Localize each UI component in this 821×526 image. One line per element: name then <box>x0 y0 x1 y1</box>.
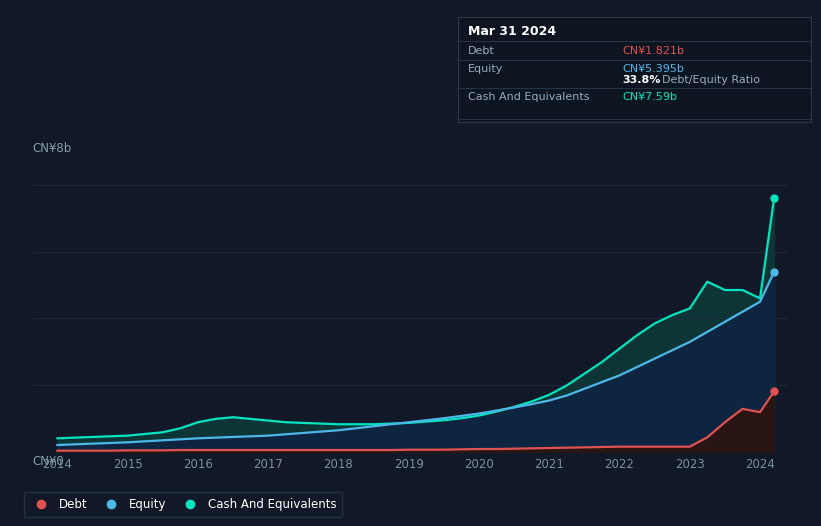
Text: CN¥8b: CN¥8b <box>33 142 72 155</box>
Text: CN¥5.395b: CN¥5.395b <box>622 64 684 75</box>
Text: CN¥1.821b: CN¥1.821b <box>622 46 685 56</box>
Text: Cash And Equivalents: Cash And Equivalents <box>468 92 589 103</box>
Text: 33.8%: 33.8% <box>622 75 661 85</box>
Text: CN¥7.59b: CN¥7.59b <box>622 92 677 103</box>
Text: Equity: Equity <box>468 64 503 75</box>
Text: CN¥0: CN¥0 <box>33 456 65 468</box>
Text: Debt/Equity Ratio: Debt/Equity Ratio <box>662 75 759 85</box>
Legend: Debt, Equity, Cash And Equivalents: Debt, Equity, Cash And Equivalents <box>24 492 342 517</box>
Text: Mar 31 2024: Mar 31 2024 <box>468 25 556 38</box>
Text: Debt: Debt <box>468 46 495 56</box>
